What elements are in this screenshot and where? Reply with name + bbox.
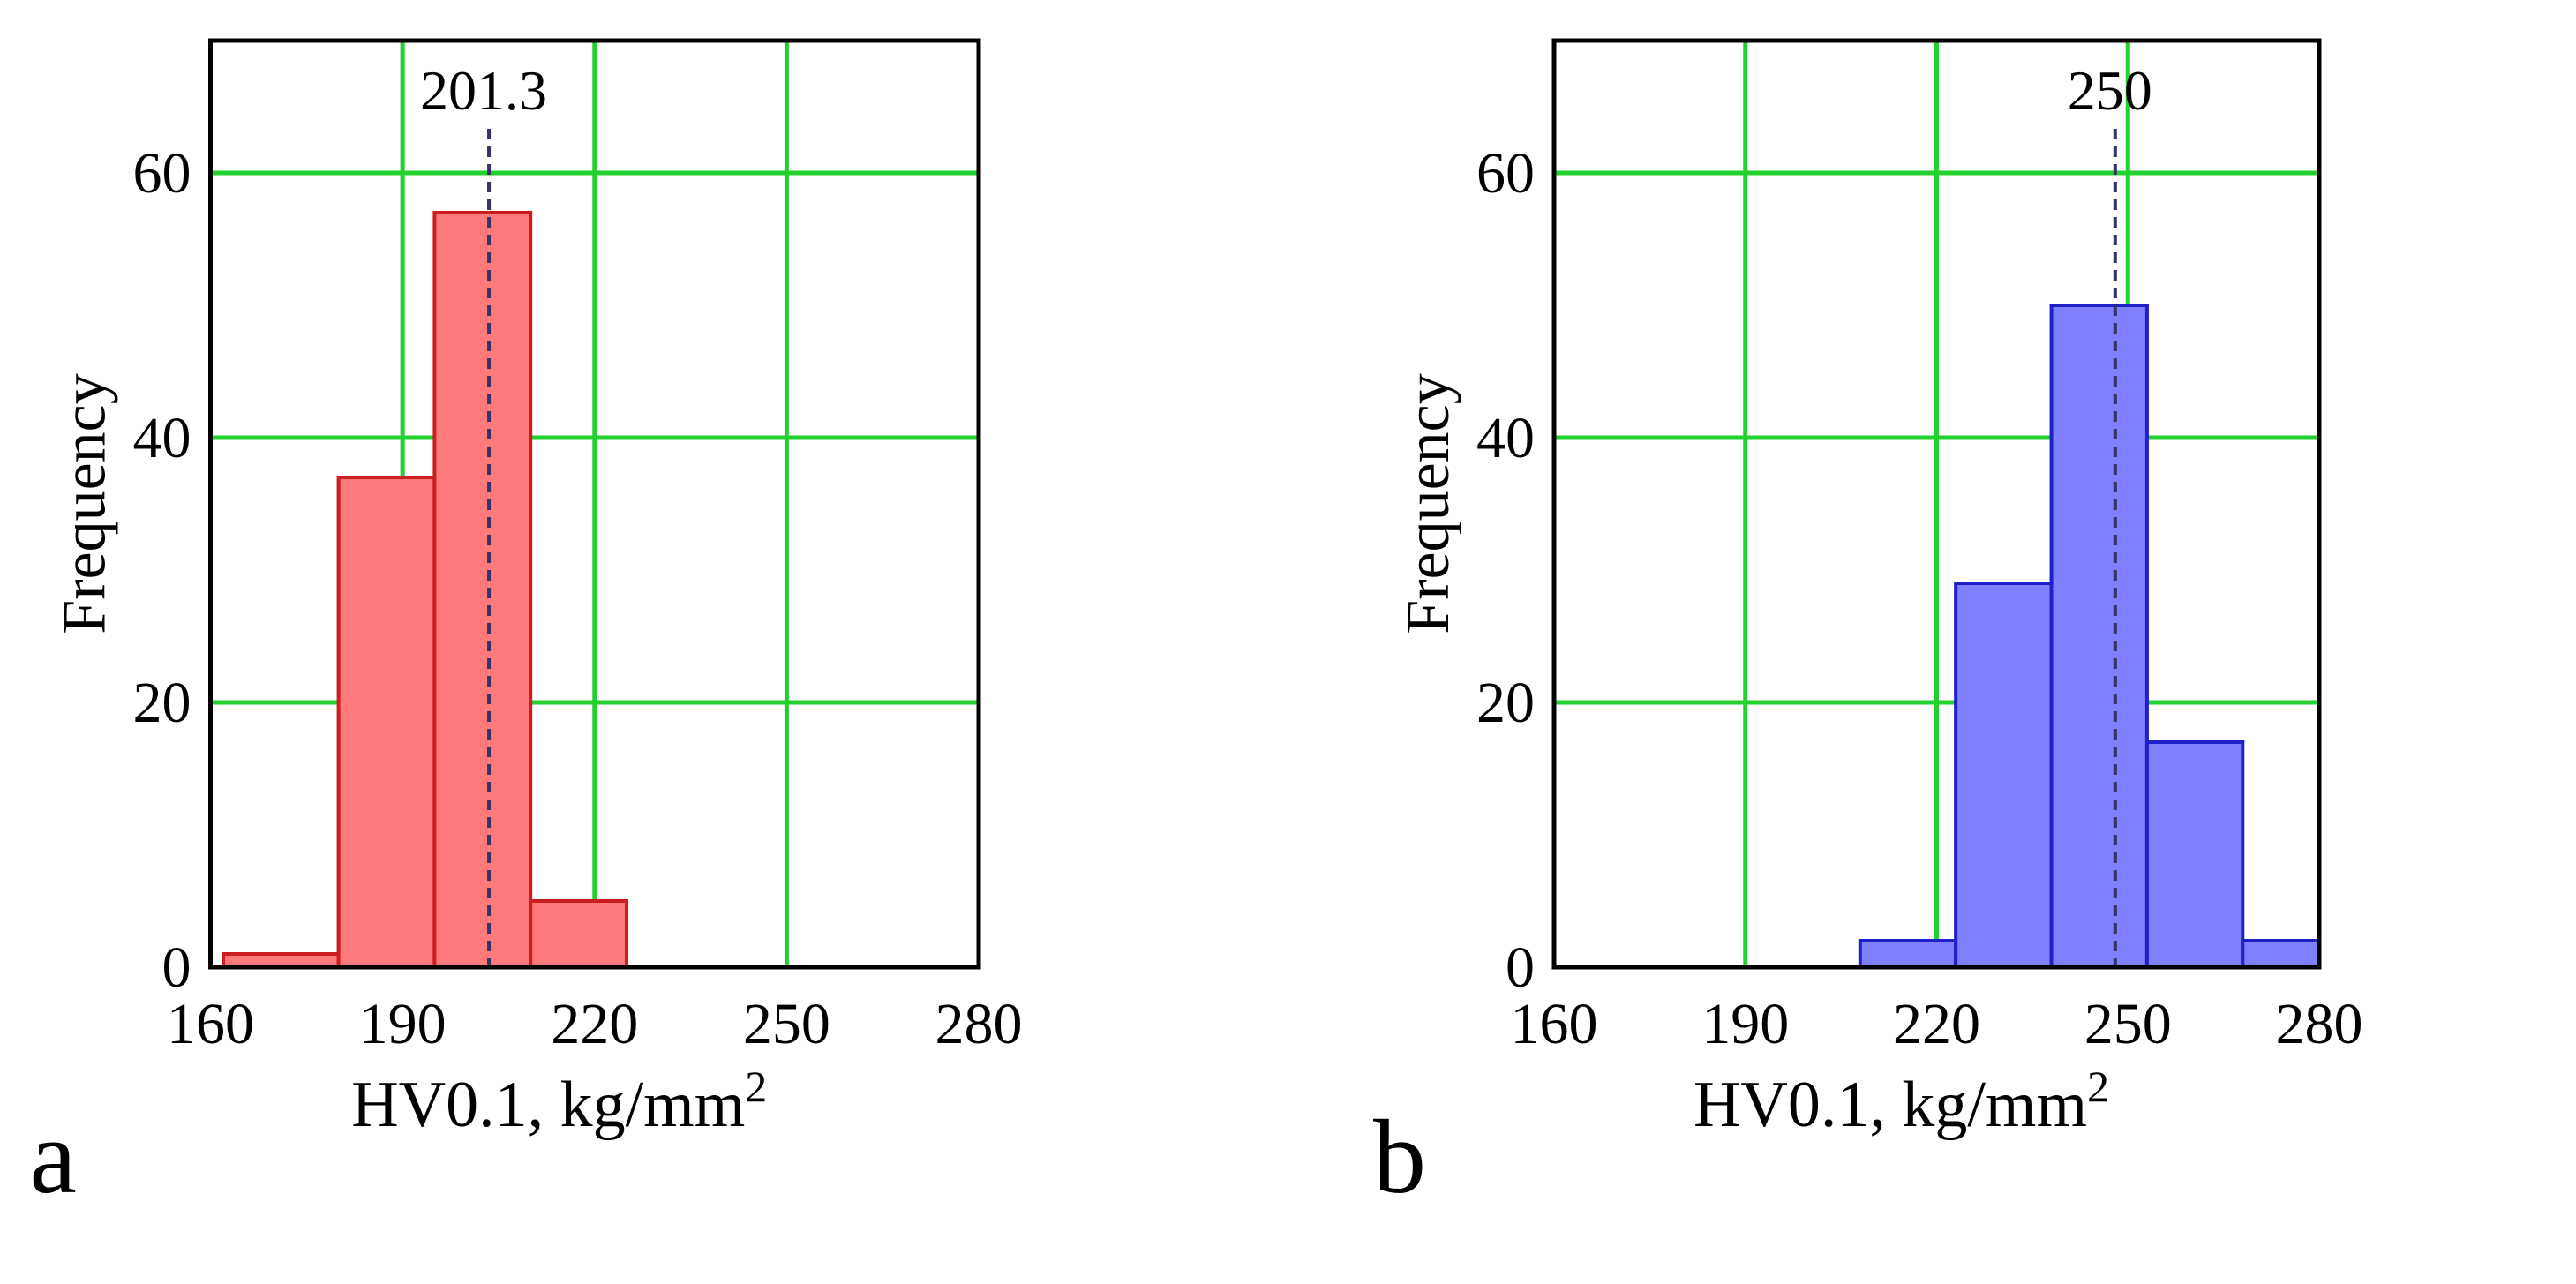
histogram-bar — [529, 899, 629, 969]
x-tick-label: 220 — [551, 992, 638, 1056]
x-axis-label-superscript: 2 — [2087, 1062, 2109, 1111]
histogram-bar — [2241, 939, 2322, 969]
histogram-bar — [1858, 939, 1958, 969]
x-axis-label-text: HV0.1, kg/mm — [351, 1069, 745, 1141]
x-axis-label-superscript: 2 — [745, 1062, 767, 1111]
x-tick-label: 250 — [2084, 992, 2172, 1056]
x-axis-label: HV0.1, kg/mm2 — [351, 1062, 767, 1141]
y-tick-label: 20 — [133, 671, 192, 735]
x-axis-label: HV0.1, kg/mm2 — [1694, 1062, 2109, 1141]
panel-label: a — [30, 1098, 77, 1215]
y-tick-label: 0 — [162, 935, 192, 1000]
y-tick-label: 40 — [1476, 406, 1535, 470]
y-tick-label: 40 — [133, 406, 192, 470]
y-axis-label: Frequency — [1394, 373, 1462, 634]
x-tick-label: 250 — [743, 992, 830, 1056]
x-tick-label: 160 — [167, 992, 254, 1056]
mean-marker-label: 201.3 — [420, 59, 547, 122]
x-tick-label: 220 — [1893, 992, 1980, 1056]
panel-label: b — [1373, 1098, 1426, 1215]
y-axis-label: Frequency — [51, 373, 119, 634]
x-tick-label: 190 — [1701, 992, 1789, 1056]
x-tick-label: 160 — [1511, 992, 1598, 1056]
histogram-bar — [2144, 740, 2245, 969]
x-tick-label: 280 — [935, 992, 1023, 1056]
y-tick-label: 60 — [1476, 141, 1535, 206]
mean-marker-label: 250 — [2068, 59, 2152, 122]
plot-frame — [1551, 38, 2322, 970]
histogram-bar — [2049, 304, 2149, 969]
x-axis-label-text: HV0.1, kg/mm — [1694, 1069, 2087, 1141]
x-tick-label: 280 — [2276, 992, 2363, 1056]
y-tick-label: 0 — [1506, 935, 1535, 1000]
plot-frame — [208, 38, 981, 970]
y-tick-label: 60 — [133, 141, 192, 206]
histogram-panel-a: 201.3 0 20 40 60 160 190 220 250 280 Frequency HV0.… — [30, 38, 1023, 1215]
histogram-panel-b: 250 0 20 40 60 160 190 220 250 280 Frequency HV0.1,… — [1373, 38, 2363, 1215]
histogram-bar — [1954, 582, 2054, 969]
x-tick-label: 190 — [359, 992, 447, 1056]
histogram-bar — [336, 476, 437, 969]
histogram-bar — [432, 211, 533, 969]
y-tick-label: 20 — [1476, 671, 1535, 735]
